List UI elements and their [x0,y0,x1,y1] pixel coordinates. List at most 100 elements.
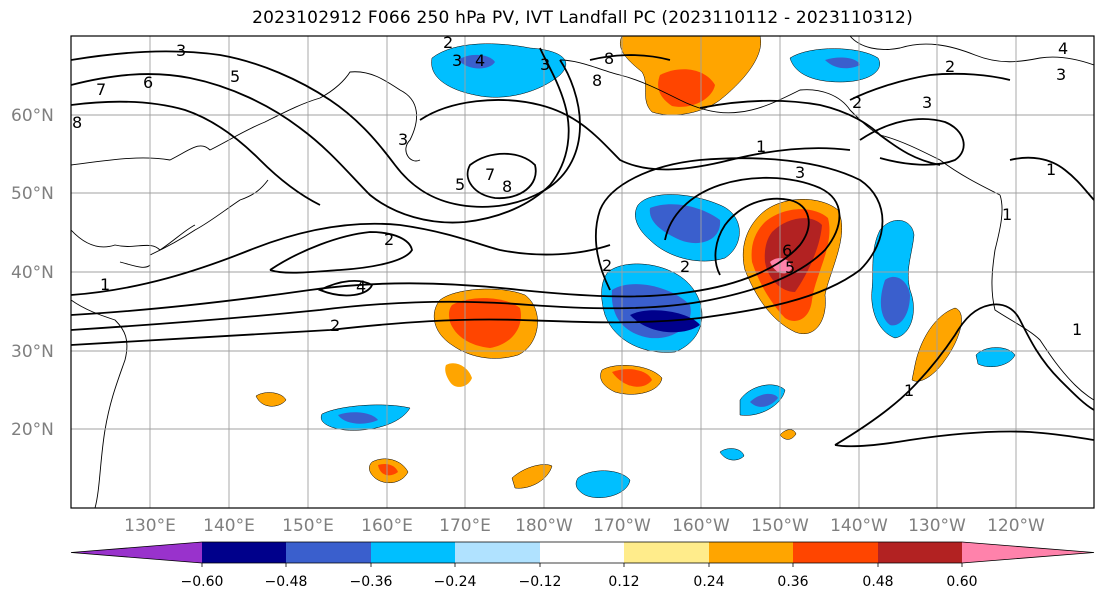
contour-line-ridge-1 [419,99,851,171]
colorbar-segment [962,542,1094,563]
map-frame [70,35,1095,509]
shading-blue-coast-small [975,347,1016,367]
colorbar-tick-label: 0.60 [946,574,977,590]
colorbar-tick-label: 0.48 [862,574,893,590]
coastline-canada [849,36,1094,66]
lon-label: 120°W [987,516,1045,536]
lat-label: 30°N [11,342,54,362]
contour-line-4 [71,197,810,316]
graticule [71,36,1094,508]
shading-blue-sw-core [338,412,378,424]
shading-orange-south [511,464,553,489]
colorbar-segment [71,542,202,563]
shading-blue-hawaii-core [750,393,778,407]
shading-blue-bering-core [458,54,495,69]
contour-line-3 [71,176,841,331]
colorbar-labels: −0.60 −0.48 −0.36 −0.24 −0.12 0.12 0.24 … [181,574,978,590]
contour-label: 6 [143,73,153,92]
contour-label: 5 [230,67,240,86]
colorbar-segment [202,542,286,563]
contour-line-low [317,279,374,297]
shading-blue-ne-core [825,57,860,69]
contour-label: 1 [1072,320,1082,339]
lat-label: 60°N [11,106,54,126]
colorbar-tick-label: −0.24 [434,574,477,590]
contour-label: 2 [680,257,690,276]
contour-label: 1 [1046,160,1056,179]
contour-label: 2 [945,57,955,76]
contour-line-2-south [71,157,884,346]
colorbar-segment [793,542,878,563]
shading-darkred-ridge [764,218,822,292]
contour-line-1-east [834,303,1094,446]
contour-label: 6 [782,241,792,260]
lat-label: 50°N [11,184,54,204]
lon-label: 130°E [124,516,176,536]
contour-line-2-west [269,231,413,274]
contour-line-8-north [71,100,321,206]
colorbar-tick-label: −0.60 [181,574,224,590]
contour-layer [71,47,1094,448]
contour-label: 4 [1058,39,1068,58]
shading-blue-tiny [719,448,745,461]
contour-line-high [466,152,537,199]
shading-blue-south [575,470,631,498]
contour-line-ridge-2 [589,54,941,166]
colorbar-segment [540,542,624,563]
lat-label: 20°N [11,420,54,440]
contour-label: 8 [502,177,512,196]
contour-line-1-ne [1009,156,1094,201]
coastline-layer [71,36,1094,508]
contour-label: 2 [384,230,394,249]
contour-label: 2 [852,93,862,112]
lon-label: 160°E [361,516,413,536]
colorbar-tick-label: 0.36 [777,574,808,590]
map-title: 2023102912 F066 250 hPa PV, IVT Landfall… [252,8,913,28]
coastline-asia [71,71,421,508]
contour-label: 5 [455,175,465,194]
lon-label: 180°W [515,516,573,536]
contour-label: 1 [100,275,110,294]
contour-label: 5 [785,258,795,277]
contour-line-6-north [71,50,581,208]
shading-orange-west [255,392,287,407]
contour-label: 3 [795,163,805,182]
lon-labels: 130°E 140°E 150°E 160°E 170°E 180°W 170°… [124,516,1045,536]
contour-label: 3 [398,130,408,149]
contour-line-5 [71,222,611,296]
map-content: 3 5 7 6 8 3 4 2 3 8 8 3 5 7 8 2 4 2 2 1 … [71,33,1094,508]
lon-label: 170°W [593,516,651,536]
contour-label: 7 [485,165,495,184]
lon-label: 140°E [203,516,255,536]
contour-label: 1 [756,137,766,156]
contour-label: 4 [356,277,366,296]
lon-label: 130°W [908,516,966,536]
contour-label: 4 [475,51,485,70]
contour-label: 2 [443,33,453,52]
contour-label: 2 [330,316,340,335]
colorbar-segment [371,542,455,563]
contour-label: 3 [922,93,932,112]
lon-label: 160°W [672,516,730,536]
colorbar-tick-label: −0.12 [519,574,562,590]
lon-label: 140°W [830,516,888,536]
contour-line-3-gulf [859,118,965,166]
contour-label: 3 [176,41,186,60]
contour-label: 3 [1056,65,1066,84]
colorbar-tick-label: 0.12 [608,574,639,590]
contour-labels: 3 5 7 6 8 3 4 2 3 8 8 3 5 7 8 2 4 2 2 1 … [72,33,1082,400]
contour-label: 2 [602,256,612,275]
shading-red-central [448,298,521,348]
colorbar-segment [455,542,540,563]
contour-label: 3 [540,55,550,74]
colorbar-tick-label: −0.48 [265,574,308,590]
contour-label: 7 [96,80,106,99]
coastline-na-west [991,194,1094,401]
contour-label: 8 [72,113,82,132]
coastline-alaska [559,59,1001,196]
colorbar-tick-label: −0.36 [350,574,393,590]
shading-red-sw [378,463,398,476]
contour-line-7-north [71,47,570,224]
colorbar-segment [709,542,793,563]
